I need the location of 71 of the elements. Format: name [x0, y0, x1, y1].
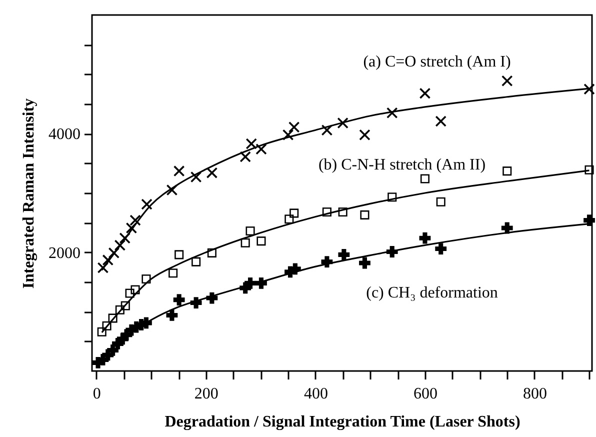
point: [174, 250, 184, 260]
point: [173, 294, 185, 306]
point: [115, 305, 124, 314]
point: [338, 207, 348, 217]
x-tick-label: 400: [304, 386, 328, 402]
point: [240, 151, 251, 162]
point: [192, 257, 201, 266]
point: [120, 301, 130, 310]
y-axis-title: Integrated Raman Intensity: [20, 98, 38, 289]
point: [240, 238, 250, 248]
point: [584, 165, 594, 174]
point: [125, 288, 134, 298]
point: [166, 184, 178, 196]
point: [502, 166, 512, 176]
point: [584, 214, 595, 226]
point: [108, 314, 118, 323]
point: [359, 129, 370, 140]
point: [337, 117, 348, 129]
point: [501, 222, 513, 234]
point: [141, 198, 152, 210]
point: [102, 321, 112, 330]
x-tick-label: 0: [92, 386, 101, 402]
point: [166, 310, 178, 321]
series-label: (b) C-N-H stretch (Am II): [318, 156, 486, 174]
point: [256, 143, 267, 155]
point: [284, 214, 294, 224]
point: [130, 285, 140, 294]
point: [359, 257, 370, 269]
point: [420, 174, 430, 184]
point: [419, 232, 431, 244]
x-axis-title: Degradation / Signal Integration Time (Laser Shots): [164, 414, 520, 430]
series-label: (a) C=O stretch (Am I): [363, 53, 511, 70]
point: [246, 138, 258, 150]
point: [386, 107, 398, 119]
point: [206, 167, 218, 178]
y-tick-label: 2000: [48, 244, 80, 262]
point: [501, 75, 513, 87]
point: [290, 208, 299, 218]
point: [207, 248, 216, 258]
point: [322, 207, 332, 217]
point: [102, 254, 114, 266]
point: [142, 274, 151, 284]
x-tick-label: 200: [194, 386, 218, 402]
point: [338, 249, 350, 260]
point: [435, 116, 446, 127]
point: [97, 327, 106, 336]
point: [288, 121, 300, 133]
point: [97, 262, 109, 274]
point: [388, 192, 397, 202]
series-label: (c) CH₃ deformation: [366, 284, 498, 302]
point: [435, 243, 447, 254]
point: [419, 88, 431, 99]
x-tick-label: 800: [522, 386, 547, 402]
point: [119, 232, 130, 244]
point: [126, 222, 138, 234]
y-tick-label: 4000: [48, 126, 80, 144]
point: [282, 129, 294, 140]
point: [360, 210, 370, 220]
point: [168, 268, 178, 278]
point: [130, 214, 141, 226]
point: [584, 84, 595, 95]
point: [114, 240, 126, 251]
point: [173, 165, 185, 177]
point: [256, 236, 266, 246]
point: [108, 247, 120, 259]
point: [436, 197, 446, 206]
point: [246, 226, 255, 236]
x-tick-label: 600: [413, 386, 438, 402]
point: [190, 171, 202, 183]
line-series: [101, 88, 590, 271]
point: [321, 124, 333, 136]
